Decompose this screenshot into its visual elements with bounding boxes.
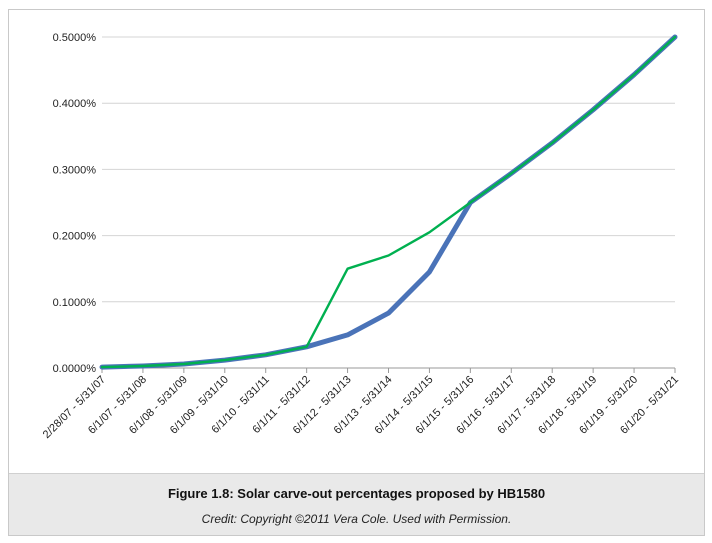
x-axis: 2/28/07 - 5/31/076/1/07 - 5/31/086/1/08 … bbox=[41, 368, 681, 441]
y-axis-ticks: 0.0000% 0.1000% 0.2000% 0.3000% 0.4000% 0.500… bbox=[53, 32, 97, 375]
gridlines bbox=[102, 36, 675, 369]
figure-credit: Credit: Copyright ©2011 Vera Cole. Used … bbox=[201, 512, 512, 526]
line-chart: 0.0000% 0.1000% 0.2000% 0.3000% 0.4000% 0.500… bbox=[41, 32, 681, 441]
y-tick-label: 0.3000% bbox=[53, 164, 97, 176]
y-tick-label: 0.2000% bbox=[53, 231, 97, 243]
y-tick-label: 0.0000% bbox=[53, 363, 97, 375]
y-tick-label: 0.5000% bbox=[53, 32, 97, 44]
chart-container: 0.0000% 0.1000% 0.2000% 0.3000% 0.4000% 0.500… bbox=[9, 10, 704, 474]
figure-caption-title: Figure 1.8: Solar carve-out percentages … bbox=[167, 486, 546, 501]
series-lines bbox=[99, 34, 678, 370]
caption-area: Figure 1.8: Solar carve-out percentages … bbox=[9, 474, 704, 535]
series-line-1 bbox=[99, 34, 678, 370]
figure-frame: 0.0000% 0.1000% 0.2000% 0.3000% 0.4000% 0.500… bbox=[8, 9, 705, 536]
series-line-2 bbox=[100, 35, 677, 369]
y-tick-label: 0.4000% bbox=[53, 98, 97, 110]
y-tick-label: 0.1000% bbox=[53, 297, 97, 309]
